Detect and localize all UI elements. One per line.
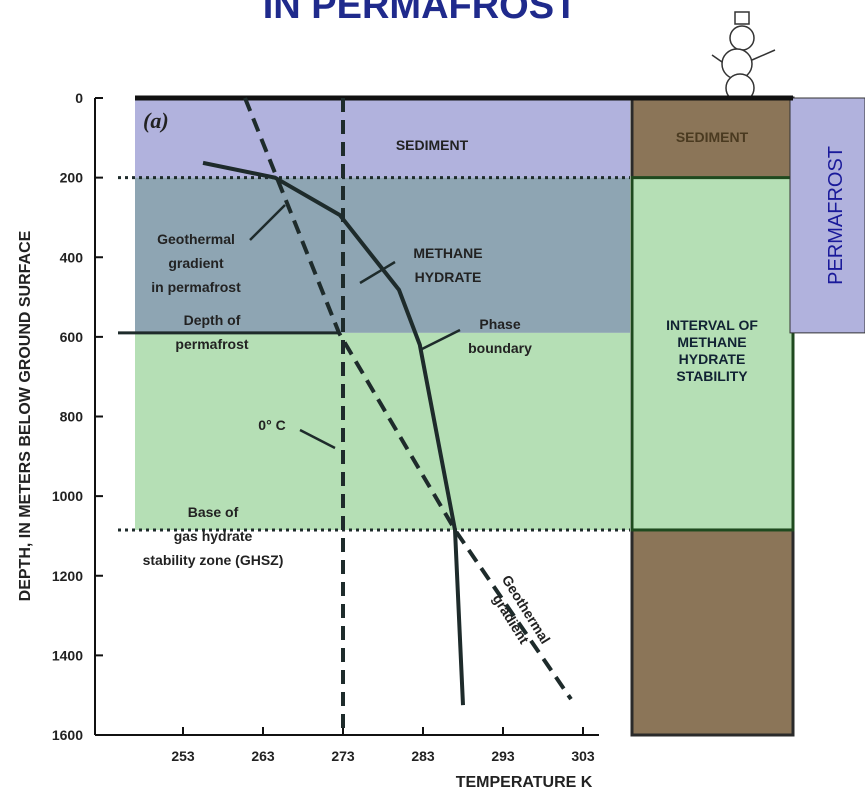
annotation: gradient <box>168 255 224 271</box>
x-tick-label: 253 <box>171 748 195 764</box>
x-tick-label: 283 <box>411 748 435 764</box>
y-tick-label: 1000 <box>52 488 83 504</box>
snowman-head <box>730 26 754 50</box>
y-tick-label: 400 <box>60 249 84 265</box>
snowman-arm <box>752 50 775 60</box>
y-tick-label: 1400 <box>52 647 83 663</box>
annotation: Base of <box>188 504 239 520</box>
x-tick-label: 263 <box>251 748 275 764</box>
x-tick-label: 293 <box>491 748 515 764</box>
annotation: permafrost <box>175 336 248 352</box>
y-tick-label: 1200 <box>52 568 83 584</box>
page: {"chart_data":{"type":"line","title":"IN… <box>0 0 865 796</box>
snowman-hat <box>735 12 749 24</box>
side-label: PERMAFROST <box>825 146 847 285</box>
annotation: METHANE <box>413 245 482 261</box>
x-axis-label: TEMPERATURE K <box>456 774 593 791</box>
annotation: SEDIMENT <box>396 137 469 153</box>
y-tick-label: 1600 <box>52 727 83 743</box>
annotation: (a) <box>143 108 169 133</box>
y-tick-label: 600 <box>60 329 84 345</box>
annotation: HYDRATE <box>415 269 482 285</box>
y-tick-label: 0 <box>75 90 83 106</box>
snowman <box>712 12 775 102</box>
column-label: INTERVAL OF <box>666 317 758 333</box>
column-label: STABILITY <box>676 368 748 384</box>
column-label: METHANE <box>677 334 746 350</box>
annotation: boundary <box>468 340 532 356</box>
annotation: in permafrost <box>151 279 241 295</box>
chart: IN PERMAFROST TEMPERATURE K DEPTH, IN ME… <box>0 0 865 796</box>
y-tick-label: 200 <box>60 170 84 186</box>
annotation: 0° C <box>258 417 285 433</box>
annotation: stability zone (GHSZ) <box>143 552 284 568</box>
y-tick-label: 800 <box>60 409 84 425</box>
chart-title: IN PERMAFROST <box>263 0 578 27</box>
annotation: gas hydrate <box>174 528 253 544</box>
x-tick-label: 303 <box>571 748 595 764</box>
snowman-arm <box>712 55 722 62</box>
annotation: Phase <box>479 316 520 332</box>
annotation: Geothermal <box>157 231 235 247</box>
column-label: HYDRATE <box>679 351 746 367</box>
annotation: Depth of <box>184 312 241 328</box>
column-label: SEDIMENT <box>676 129 749 145</box>
region-band <box>135 333 630 530</box>
y-axis-label: DEPTH, IN METERS BELOW GROUND SURFACE <box>17 230 34 601</box>
x-tick-label: 273 <box>331 748 355 764</box>
